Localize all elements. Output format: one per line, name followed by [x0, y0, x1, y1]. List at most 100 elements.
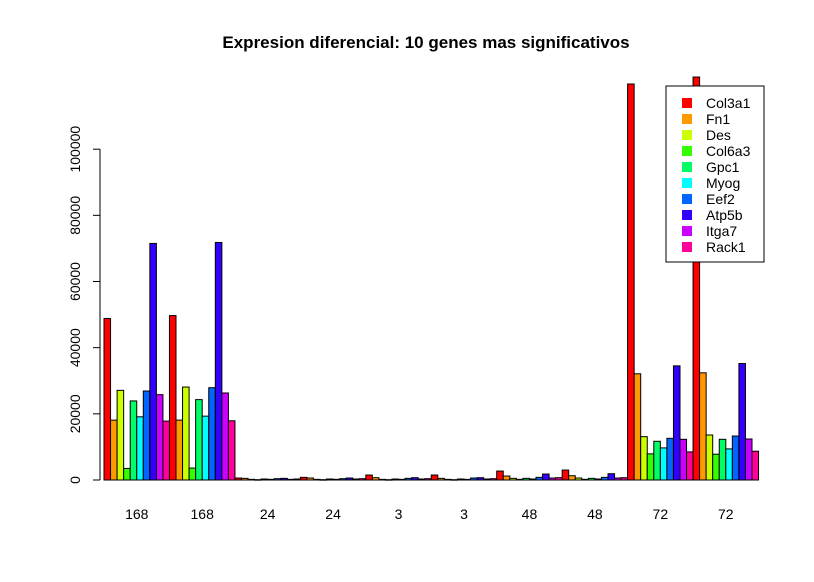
bar-col3a1 — [168, 315, 177, 481]
legend-item: Myog — [682, 175, 740, 191]
bar-atp5b — [345, 477, 354, 481]
bar-group — [103, 242, 170, 481]
bar-rack1 — [620, 477, 629, 481]
bar-rack1 — [751, 450, 760, 481]
bar-gpc1 — [260, 478, 269, 481]
bar-rack1 — [555, 477, 563, 481]
bar-rack1 — [489, 478, 498, 481]
bar-itga7 — [548, 477, 557, 481]
bar-eef2 — [142, 390, 151, 481]
bar-col6a3 — [254, 479, 262, 481]
bar-group — [561, 469, 629, 481]
legend-item: Gpc1 — [682, 159, 740, 175]
bar-eef2 — [731, 435, 740, 481]
bar-col6a3 — [712, 453, 720, 481]
bar-eef2 — [666, 437, 674, 481]
bar-fn1 — [240, 477, 249, 481]
bar-gpc1 — [456, 478, 465, 481]
bar-fn1 — [502, 475, 511, 481]
y-tick-label: 100000 — [67, 126, 83, 173]
bar-eef2 — [470, 477, 478, 481]
legend-label: Rack1 — [706, 239, 746, 255]
bar-des — [574, 477, 583, 481]
bar-itga7 — [679, 438, 688, 481]
bar-col3a1 — [561, 469, 570, 481]
legend-label: Des — [706, 127, 731, 143]
bar-des — [378, 478, 386, 481]
bar-rack1 — [162, 420, 170, 481]
bar-eef2 — [600, 476, 609, 481]
legend-swatch — [682, 242, 692, 252]
legend-label: Gpc1 — [706, 159, 740, 175]
legend-item: Des — [682, 127, 731, 143]
bar-col6a3 — [123, 467, 131, 481]
bar-eef2 — [404, 477, 413, 481]
bar-col6a3 — [319, 479, 328, 481]
bar-group — [692, 76, 760, 481]
bar-group — [299, 476, 367, 481]
bar-itga7 — [286, 478, 295, 481]
bar-group — [430, 474, 498, 481]
legend-swatch — [682, 178, 692, 188]
bar-col6a3 — [515, 478, 524, 481]
chart-title: Expresion diferencial: 10 genes mas sign… — [222, 33, 629, 52]
y-tick-label: 60000 — [67, 262, 83, 301]
legend-swatch — [682, 114, 692, 124]
x-tick-label: 72 — [653, 506, 669, 522]
bar-des — [116, 389, 125, 481]
bar-eef2 — [273, 478, 282, 481]
x-tick-label: 3 — [460, 506, 468, 522]
bar-des — [640, 436, 648, 481]
legend-label: Col3a1 — [706, 95, 751, 111]
bar-fn1 — [633, 373, 642, 481]
legend-swatch — [682, 130, 692, 140]
legend-item: Col3a1 — [682, 95, 751, 111]
legend-item: Eef2 — [682, 191, 735, 207]
bar-itga7 — [417, 478, 426, 481]
bar-atp5b — [607, 473, 616, 481]
bar-myog — [725, 448, 733, 481]
bar-eef2 — [535, 476, 544, 481]
bar-col6a3 — [188, 467, 197, 481]
bar-col3a1 — [365, 474, 373, 481]
y-tick-label: 20000 — [67, 394, 83, 433]
legend-item: Atp5b — [682, 207, 743, 223]
bar-myog — [136, 416, 144, 481]
y-tick-label: 0 — [67, 476, 83, 484]
bar-atp5b — [214, 241, 223, 481]
legend-swatch — [682, 162, 692, 172]
bar-myog — [463, 478, 472, 481]
bars — [103, 76, 760, 481]
bar-myog — [332, 478, 341, 481]
bar-des — [509, 477, 517, 481]
bar-atp5b — [149, 242, 157, 481]
legend-item: Col6a3 — [682, 143, 751, 159]
bar-myog — [528, 478, 537, 481]
bar-atp5b — [411, 477, 419, 481]
bar-atp5b — [542, 473, 550, 481]
bar-gpc1 — [587, 477, 596, 481]
bar-des — [443, 478, 452, 481]
x-tick-label: 168 — [125, 506, 149, 522]
bar-des — [182, 386, 190, 481]
bar-col6a3 — [581, 478, 589, 481]
x-tick-label: 24 — [260, 506, 276, 522]
x-tick-label: 72 — [718, 506, 734, 522]
bar-fn1 — [110, 419, 118, 481]
y-tick-label: 40000 — [67, 328, 83, 367]
bar-col3a1 — [103, 318, 112, 481]
legend-item: Fn1 — [682, 111, 730, 127]
legend-swatch — [682, 194, 692, 204]
bar-myog — [594, 478, 602, 481]
bar-itga7 — [221, 392, 229, 481]
bar-col3a1 — [496, 470, 504, 481]
y-axis: 0 20000 40000 60000 80000 100000 — [67, 126, 101, 484]
bar-rack1 — [424, 478, 432, 481]
bar-eef2 — [208, 387, 216, 481]
legend-item: Rack1 — [682, 239, 746, 255]
bar-myog — [398, 478, 406, 481]
bar-atp5b — [672, 365, 681, 481]
legend-swatch — [682, 98, 692, 108]
bar-col6a3 — [384, 479, 393, 481]
